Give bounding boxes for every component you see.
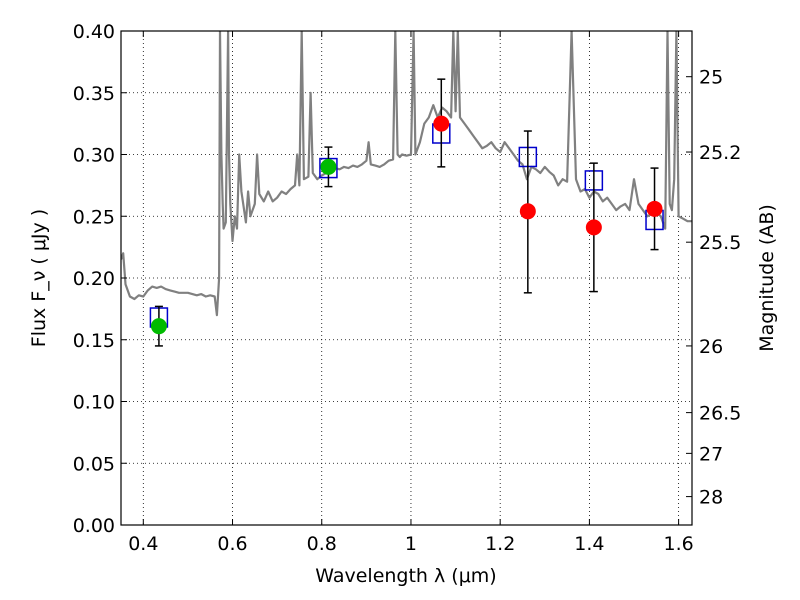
x-tick-label: 0.4 bbox=[128, 533, 158, 555]
right-tick-label: 28 bbox=[699, 487, 723, 509]
axis-ticks: 0.4 0.6 0.8 1 1.2 1.4 1.6 0.00 0.05 0.10 0.15 0.20 0… bbox=[73, 21, 742, 555]
x-axis-label: Wavelength λ (μm) bbox=[315, 565, 496, 587]
right-tick-label: 25.2 bbox=[699, 142, 741, 164]
x-tick-label: 1.6 bbox=[664, 533, 694, 555]
y-axis-label: Flux F_ν ( μJy ) bbox=[28, 209, 50, 347]
right-tick-label: 25.5 bbox=[699, 232, 741, 254]
x-tick-label: 0.6 bbox=[217, 533, 247, 555]
photometry-layer bbox=[149, 78, 664, 347]
x-tick-label: 1.2 bbox=[485, 533, 515, 555]
x-tick-label: 1.4 bbox=[574, 533, 604, 555]
right-tick-label: 25 bbox=[699, 67, 723, 89]
photometry-point bbox=[585, 219, 602, 236]
y-tick-label: 0.15 bbox=[73, 330, 115, 352]
y-tick-label: 0.40 bbox=[73, 21, 115, 43]
right-axis-label: Magnitude (AB) bbox=[756, 204, 778, 352]
y-tick-label: 0.35 bbox=[73, 83, 115, 105]
y-tick-label: 0.30 bbox=[73, 145, 115, 167]
spectrum-layer bbox=[121, 31, 692, 317]
right-tick-label: 27 bbox=[699, 443, 723, 465]
photometry-point bbox=[320, 158, 337, 175]
right-tick-label: 26.5 bbox=[699, 403, 741, 425]
photometry-point bbox=[646, 200, 663, 217]
photometry-point bbox=[433, 115, 450, 132]
y-tick-label: 0.10 bbox=[73, 392, 115, 414]
y-tick-label: 0.25 bbox=[73, 206, 115, 228]
y-tick-label: 0.20 bbox=[73, 268, 115, 290]
photometry-point bbox=[150, 318, 167, 335]
right-tick-label: 26 bbox=[699, 336, 723, 358]
y-tick-label: 0.05 bbox=[73, 453, 115, 475]
x-tick-label: 1 bbox=[405, 533, 417, 555]
photometry-point bbox=[519, 203, 536, 220]
y-tick-label: 0.00 bbox=[73, 515, 115, 537]
spectrum-line bbox=[121, 31, 692, 317]
x-tick-label: 0.8 bbox=[307, 533, 337, 555]
